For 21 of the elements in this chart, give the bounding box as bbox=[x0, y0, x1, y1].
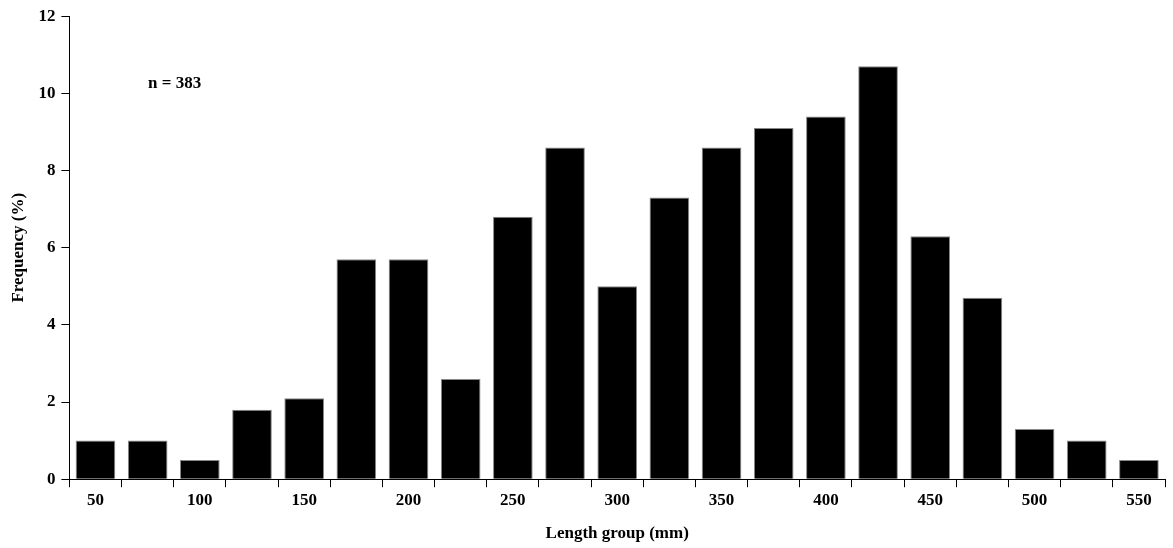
y-tick-label: 2 bbox=[46, 391, 56, 411]
x-tick-label: 200 bbox=[395, 489, 422, 509]
y-tick-label: 6 bbox=[46, 237, 56, 257]
x-tick-label: 500 bbox=[1021, 489, 1048, 509]
y-tick-label: 12 bbox=[38, 5, 56, 25]
y-tick-label: 10 bbox=[38, 82, 56, 102]
x-tick-label: 50 bbox=[86, 489, 104, 509]
y-tick-label: 4 bbox=[46, 314, 56, 334]
y-tick-label: 8 bbox=[46, 159, 56, 179]
x-tick-label: 350 bbox=[708, 489, 735, 509]
x-tick-label: 400 bbox=[813, 489, 839, 509]
x-axis-title: Length group (mm) bbox=[545, 523, 689, 543]
x-tick-label: 550 bbox=[1126, 489, 1152, 509]
x-tick-label: 300 bbox=[604, 489, 630, 509]
x-tick-label: 150 bbox=[291, 489, 317, 509]
annotation: n = 383 bbox=[148, 73, 202, 93]
x-tick-label: 450 bbox=[917, 489, 943, 509]
x-tick-label: 100 bbox=[187, 489, 213, 509]
x-tick-label: 250 bbox=[500, 489, 526, 509]
y-axis-title: Frequency (%) bbox=[7, 192, 27, 303]
y-tick-label: 0 bbox=[46, 468, 56, 488]
